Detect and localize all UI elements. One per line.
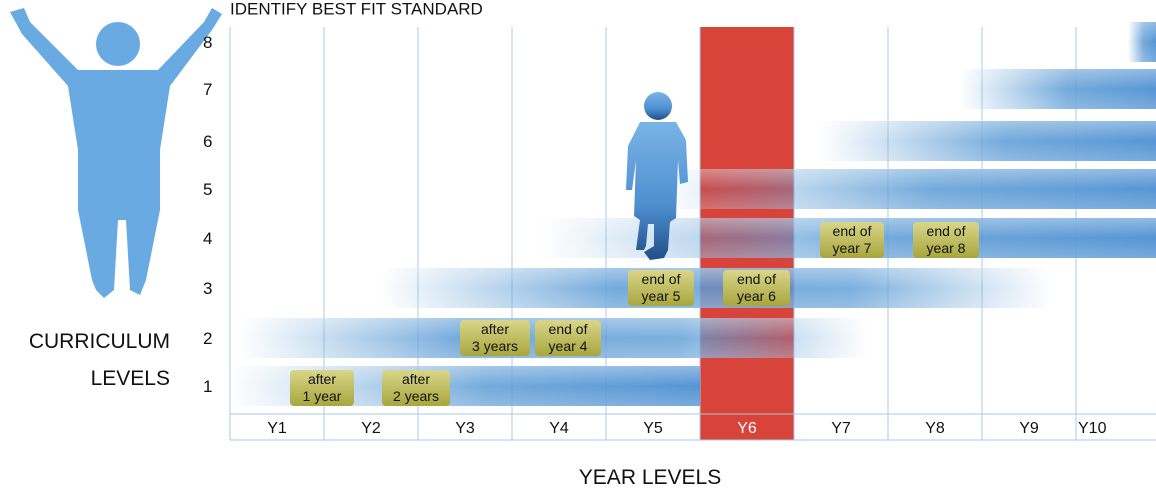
level-label: 8: [203, 33, 212, 52]
badge-text: 1 year: [303, 388, 342, 404]
y-axis-label: CURRICULUM: [29, 330, 170, 353]
year-label: Y9: [1019, 420, 1039, 437]
title: IDENTIFY BEST FIT STANDARD: [230, 0, 483, 18]
badge-text: after: [481, 321, 509, 337]
level-band-sheen: [660, 169, 1156, 209]
year-label: Y2: [361, 420, 381, 437]
badge-text: after: [308, 371, 336, 387]
level-label: 3: [203, 279, 212, 298]
badge-text: after: [402, 371, 430, 387]
x-axis-label: YEAR LEVELS: [579, 466, 721, 489]
y-axis-label: LEVELS: [91, 367, 170, 390]
badge-text: 2 years: [393, 388, 439, 404]
level-label: 4: [203, 229, 212, 248]
badge-text: end of: [927, 223, 966, 239]
year-label: Y10: [1078, 420, 1107, 437]
badge-text: year 6: [737, 288, 776, 304]
year-label: Y4: [549, 420, 569, 437]
badge-text: end of: [549, 321, 588, 337]
level-label: 7: [203, 80, 212, 99]
level-label: 5: [203, 180, 212, 199]
diagram: 12345678Y1Y2Y3Y4Y5Y6Y7Y8Y9Y10 after1 yea…: [0, 0, 1156, 494]
level-band-sheen: [960, 69, 1156, 109]
badge-text: end of: [833, 223, 872, 239]
level-band-sheen: [820, 121, 1156, 161]
badge-text: year 7: [833, 240, 872, 256]
level-label: 2: [203, 329, 212, 348]
year-label: Y6: [737, 420, 757, 437]
badge-text: year 5: [642, 288, 681, 304]
child-figure-large: [10, 8, 222, 298]
level-band-sheen: [1128, 22, 1156, 62]
badge-text: 3 years: [472, 338, 518, 354]
badge-text: year 8: [927, 240, 966, 256]
year-label: Y3: [455, 420, 475, 437]
year-label: Y7: [831, 420, 851, 437]
level-band-sheen: [380, 268, 1052, 308]
year-label: Y8: [925, 420, 945, 437]
page: 12345678Y1Y2Y3Y4Y5Y6Y7Y8Y9Y10 after1 yea…: [0, 0, 1156, 494]
year-label: Y1: [267, 420, 287, 437]
level-label: 6: [203, 132, 212, 151]
level-label: 1: [203, 377, 212, 396]
badge-text: end of: [737, 271, 776, 287]
year-label: Y5: [643, 420, 663, 437]
badge-text: end of: [642, 271, 681, 287]
badge-text: year 4: [549, 338, 588, 354]
